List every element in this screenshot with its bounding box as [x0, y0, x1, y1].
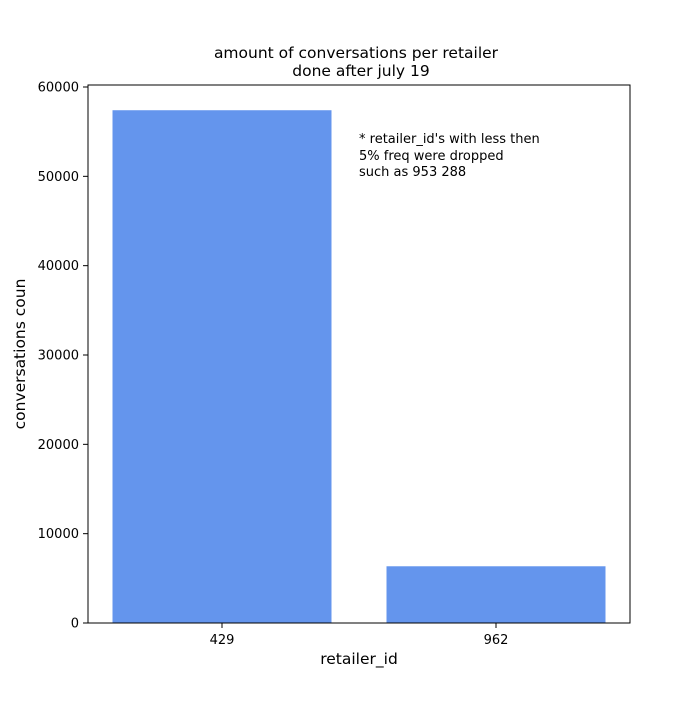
- bars: [112, 110, 606, 623]
- chart-title-line-2: done after july 19: [292, 62, 429, 80]
- x-tick-label-429: 429: [210, 633, 235, 648]
- x-tick-label-962: 962: [484, 633, 509, 648]
- x-axis-label: retailer_id: [320, 650, 398, 669]
- plot-frame: [87, 84, 631, 624]
- chart-title-line-1: amount of conversations per retailer: [214, 44, 499, 62]
- annotation: * retailer_id's with less then 5% freq w…: [359, 132, 540, 180]
- y-tick-label: 60000: [38, 81, 79, 96]
- y-tick-label: 20000: [38, 438, 79, 453]
- y-axis: 0 10000 20000 30000 40000 50000 60000: [38, 81, 88, 632]
- bar-429: [112, 110, 332, 623]
- annotation-line-1: * retailer_id's with less then: [359, 132, 540, 147]
- x-axis: 429 962: [210, 623, 509, 648]
- y-tick-label: 30000: [38, 349, 79, 364]
- y-axis-label: conversations coun: [11, 279, 29, 430]
- annotation-line-3: such as 953 288: [359, 165, 466, 180]
- chart-title: amount of conversations per retailer don…: [214, 44, 499, 80]
- y-tick-label: 10000: [38, 527, 79, 542]
- y-tick-label: 50000: [38, 170, 79, 185]
- annotation-line-2: 5% freq were dropped: [359, 149, 504, 164]
- bar-962: [386, 566, 606, 623]
- y-tick-label: 40000: [38, 259, 79, 274]
- y-tick-label: 0: [71, 617, 79, 632]
